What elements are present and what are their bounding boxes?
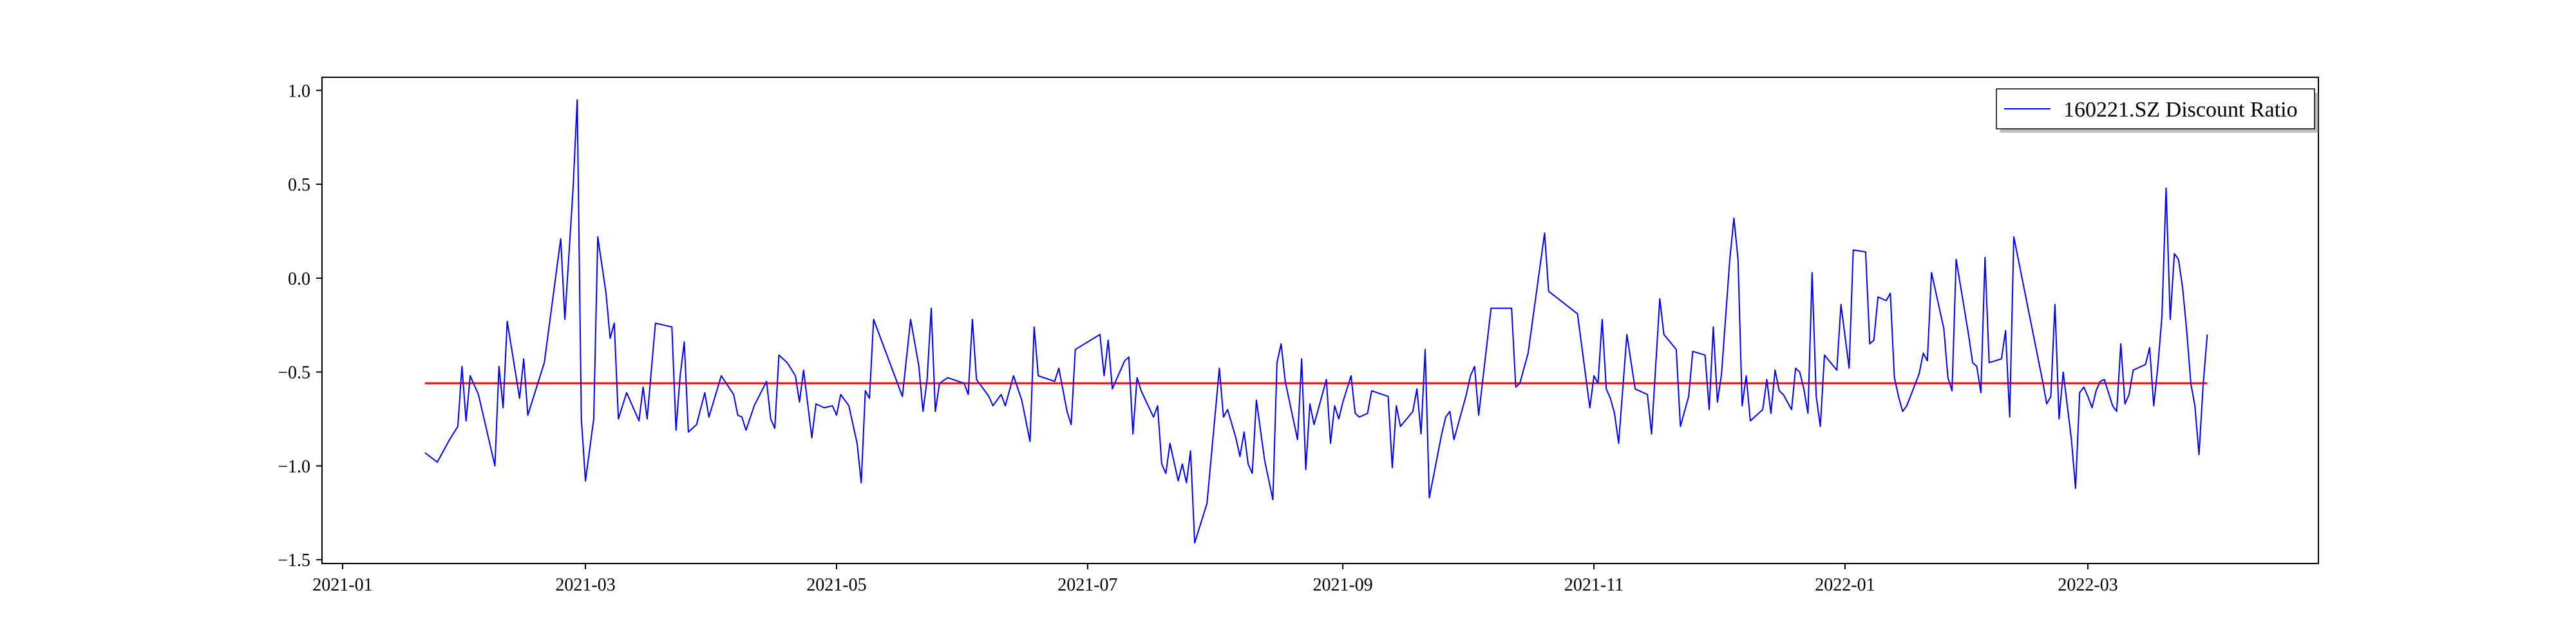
series-layer xyxy=(424,99,2208,544)
legend-label: 160221.SZ Discount Ratio xyxy=(2063,98,2298,122)
plot-area xyxy=(321,77,2319,564)
x-tick-label: 2021-03 xyxy=(555,575,615,595)
y-tick-label: 0.5 xyxy=(288,175,310,195)
x-tick-label: 2021-11 xyxy=(1564,575,1624,595)
x-tick-label: 2021-05 xyxy=(806,575,866,595)
y-tick-label: −1.0 xyxy=(278,457,310,477)
x-tick-label: 2022-01 xyxy=(1815,575,1875,595)
plot-frame xyxy=(321,77,2319,564)
x-axis: 2021-01 2021-03 2021-05 2021-07 2021-09 2021-… xyxy=(312,564,2118,595)
x-tick-label: 2021-01 xyxy=(312,575,372,595)
y-axis: −1.5 −1.0 −0.5 0.0 0.5 1.0 xyxy=(278,81,322,571)
y-tick-label: 1.0 xyxy=(288,81,310,101)
x-tick-label: 2022-03 xyxy=(2058,575,2117,595)
legend: 160221.SZ Discount Ratio xyxy=(1996,88,2318,133)
x-tick-label: 2021-09 xyxy=(1312,575,1372,595)
y-tick-label: −0.5 xyxy=(278,363,310,383)
y-tick-label: 0.0 xyxy=(288,269,310,289)
series-line-discount-ratio xyxy=(424,99,2208,544)
y-tick-label: −1.5 xyxy=(278,551,310,571)
x-tick-label: 2021-07 xyxy=(1057,575,1117,595)
